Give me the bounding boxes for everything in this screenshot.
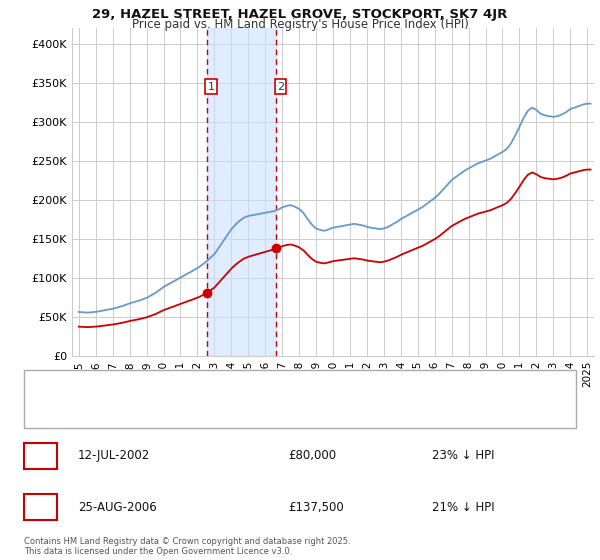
FancyBboxPatch shape xyxy=(24,443,57,469)
Text: Contains HM Land Registry data © Crown copyright and database right 2025.
This d: Contains HM Land Registry data © Crown c… xyxy=(24,536,350,556)
Text: 23% ↓ HPI: 23% ↓ HPI xyxy=(432,449,494,462)
Text: 2: 2 xyxy=(277,82,284,91)
Text: 29, HAZEL STREET, HAZEL GROVE, STOCKPORT, SK7 4JR: 29, HAZEL STREET, HAZEL GROVE, STOCKPORT… xyxy=(92,8,508,21)
FancyBboxPatch shape xyxy=(24,494,57,520)
Text: 12-JUL-2002: 12-JUL-2002 xyxy=(78,449,150,462)
Text: 2: 2 xyxy=(36,501,44,514)
Text: HPI: Average price, semi-detached house, Stockport: HPI: Average price, semi-detached house,… xyxy=(72,412,326,422)
Text: 29, HAZEL STREET, HAZEL GROVE, STOCKPORT, SK7 4JR (semi-detached house): 29, HAZEL STREET, HAZEL GROVE, STOCKPORT… xyxy=(72,380,464,390)
Text: 1: 1 xyxy=(36,449,44,462)
Text: £80,000: £80,000 xyxy=(288,449,336,462)
Text: 21% ↓ HPI: 21% ↓ HPI xyxy=(432,501,494,514)
Text: 25-AUG-2006: 25-AUG-2006 xyxy=(78,501,157,514)
Text: 1: 1 xyxy=(208,82,214,91)
Bar xyxy=(206,28,276,356)
Text: £137,500: £137,500 xyxy=(288,501,344,514)
Text: Price paid vs. HM Land Registry's House Price Index (HPI): Price paid vs. HM Land Registry's House … xyxy=(131,18,469,31)
